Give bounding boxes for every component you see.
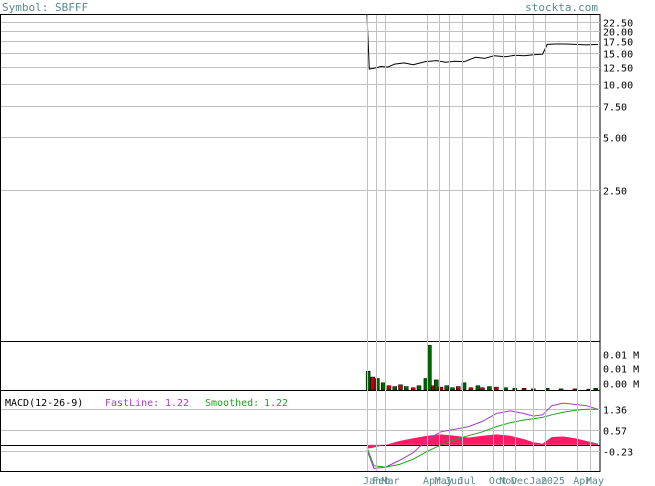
macd-title: MACD(12-26-9) — [5, 398, 83, 409]
price-line — [366, 14, 599, 70]
volume-bar — [558, 388, 564, 391]
price-tick-label: 22.50 — [603, 19, 633, 30]
x-tick-label: Jun — [445, 476, 463, 486]
macd-histogram — [367, 434, 598, 449]
volume-bar — [468, 387, 474, 391]
volume-bar — [503, 387, 508, 391]
volume-bar — [365, 371, 371, 391]
site-name: stockta.com — [525, 1, 598, 14]
x-tick-label: Oct — [489, 476, 507, 486]
price-tick-label: 5.00 — [603, 134, 627, 145]
price-tick-label: 7.50 — [603, 103, 627, 114]
macd-smoothed-line — [366, 408, 598, 468]
volume-bar — [386, 385, 392, 391]
x-tick-label: Jul — [458, 476, 476, 486]
macd-tick-label: 0.57 — [603, 427, 627, 438]
volume-bar — [487, 386, 492, 391]
volume-bar — [494, 386, 499, 391]
volume-bar — [444, 385, 449, 391]
x-tick-label: May — [586, 476, 604, 486]
volume-tick-label: 0.01 M — [603, 365, 639, 376]
macd-fast-value: 1.22 — [165, 398, 189, 409]
price-tick-label: 15.00 — [603, 50, 633, 61]
volume-panel: 0.01 M 0.01 M 0.00 M — [0, 341, 639, 391]
x-tick-label: Jan — [529, 476, 547, 486]
x-tick-label: 2025 — [541, 476, 565, 486]
volume-tick-label: 0.00 M — [603, 380, 639, 391]
macd-tick-label: 1.36 — [603, 406, 627, 417]
volume-bar — [593, 388, 598, 391]
price-tick-label: 12.50 — [603, 64, 633, 75]
macd-fast-label: FastLine: — [105, 398, 159, 409]
macd-tick-label: -0.23 — [603, 448, 633, 459]
price-tick-label: 2.50 — [603, 187, 627, 198]
volume-bar — [416, 385, 422, 391]
price-frame — [0, 14, 601, 342]
volume-bar — [434, 379, 439, 391]
price-tick-label: 17.50 — [603, 38, 633, 49]
volume-bar — [380, 382, 386, 391]
macd-smoothed-label: Smoothed: — [205, 398, 259, 409]
volume-bar — [410, 387, 416, 391]
x-tick-label: Feb — [372, 476, 390, 486]
symbol-label: Symbol: SBFFF — [2, 1, 88, 14]
x-tick-label: Nov — [499, 476, 517, 486]
volume-bar — [450, 387, 455, 391]
volume-tick-label: 0.01 M — [603, 351, 639, 362]
macd-panel: 1.36 0.57 -0.23 — [0, 390, 633, 472]
volume-bar — [455, 386, 461, 391]
volume-bar — [512, 388, 518, 391]
volume-bar — [375, 378, 380, 391]
volume-bar — [480, 387, 485, 391]
volume-frame — [0, 341, 601, 391]
x-tick-label: Jan — [363, 476, 381, 486]
price-tick-label: 20.00 — [603, 28, 633, 39]
macd-fast-line — [366, 402, 599, 469]
x-tick-label: Dec — [511, 476, 529, 486]
volume-bar — [398, 384, 403, 391]
x-tick-label: Apr — [573, 476, 591, 486]
macd-smoothed-value: 1.22 — [264, 398, 288, 409]
volume-bar — [475, 385, 481, 391]
volume-bar — [521, 388, 527, 391]
volume-bar — [404, 386, 409, 391]
x-tick-label: Mar — [381, 476, 399, 486]
volume-bar — [370, 376, 376, 391]
volume-bar — [392, 386, 397, 391]
volume-bar — [572, 388, 578, 391]
price-tick-label: 10.00 — [603, 81, 633, 92]
x-tick-label: Apr — [423, 476, 441, 486]
x-tick-label: May — [435, 476, 453, 486]
